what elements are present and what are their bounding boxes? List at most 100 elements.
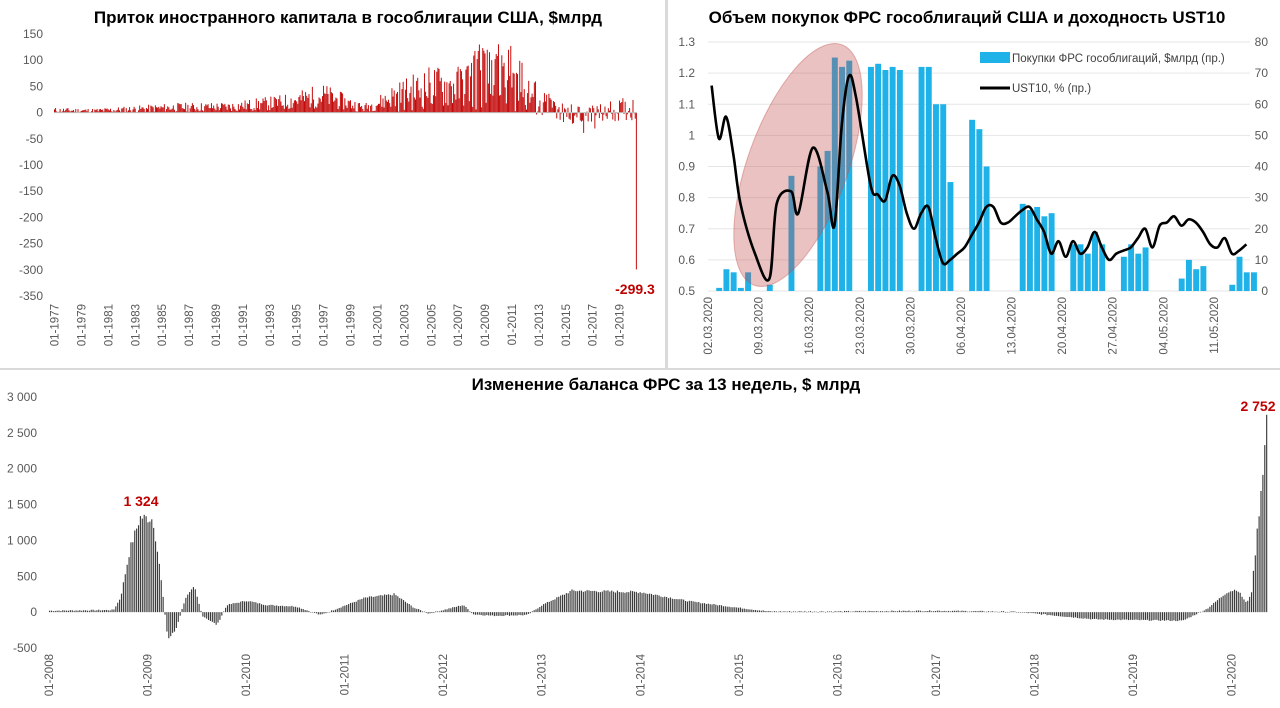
purchase-bar	[730, 272, 737, 291]
inflows-y-tick: -50	[26, 132, 44, 146]
inflow-bar	[480, 70, 481, 113]
balance-bar	[1105, 612, 1107, 620]
inflow-bar	[497, 44, 499, 113]
inflow-bar	[621, 101, 623, 113]
balance-bar	[760, 610, 762, 613]
balance-bar	[567, 593, 569, 613]
inflow-bar	[602, 112, 604, 121]
balance-bar	[279, 605, 282, 613]
inflow-bar	[210, 103, 212, 113]
balance-bar	[211, 612, 213, 622]
inflow-bar	[586, 111, 588, 113]
balance-bar	[919, 610, 921, 613]
balance-bar	[196, 596, 198, 613]
inflow-bar	[125, 108, 127, 113]
inflow-bar	[458, 98, 460, 113]
balance-bar	[1260, 490, 1262, 613]
inflow-bar	[187, 104, 189, 113]
balance-bar	[753, 609, 755, 613]
balance-bar	[878, 611, 880, 613]
inflow-bar	[504, 87, 506, 113]
inflow-bar	[450, 86, 452, 113]
inflow-bar	[148, 104, 150, 113]
balance-bar	[378, 595, 380, 613]
inflow-bar	[463, 105, 465, 113]
balance-bar	[806, 611, 808, 613]
inflow-bar	[443, 105, 444, 113]
inflow-bar	[404, 89, 406, 113]
balance-bar	[565, 593, 567, 613]
inflow-bar	[307, 97, 309, 113]
balance-bar	[794, 611, 796, 613]
balance-bar	[346, 604, 348, 613]
inflow-bar	[203, 111, 205, 113]
balance-bar	[1003, 611, 1005, 613]
balance-bar	[1235, 590, 1237, 613]
balance-bar	[569, 590, 571, 613]
balance-bar	[1112, 612, 1114, 621]
balance-bar	[715, 604, 717, 613]
balance-bar	[384, 594, 386, 613]
inflows-x-tick: 01-1977	[50, 304, 62, 346]
inflow-bar	[514, 111, 516, 113]
balance-bar	[985, 611, 988, 613]
balance-bar	[1059, 612, 1061, 617]
inflow-bar	[546, 94, 548, 113]
inflow-bar	[605, 112, 607, 117]
inflow-bar	[160, 106, 162, 113]
inflow-bar	[582, 112, 584, 121]
balance-bar	[1021, 612, 1024, 613]
inflow-bar	[99, 109, 101, 113]
balance-bar	[847, 610, 849, 613]
inflow-bar	[297, 103, 299, 113]
balance-bar	[351, 602, 353, 613]
inflows-chart: Приток иностранного капитала в гособлига…	[19, 8, 655, 346]
inflow-bar	[501, 55, 503, 113]
balance-bar	[897, 611, 899, 613]
balance-bar	[554, 599, 556, 613]
inflow-bar	[198, 111, 200, 113]
inflow-bar	[351, 108, 353, 113]
balance-bar	[173, 612, 176, 632]
balance-bar	[732, 607, 734, 613]
balance-bar	[497, 612, 499, 616]
balance-bar	[870, 611, 872, 613]
inflow-bar	[397, 91, 399, 113]
balance-bar	[961, 610, 963, 613]
inflow-bar	[335, 97, 337, 113]
inflow-bar	[315, 106, 317, 113]
inflow-bar	[243, 108, 245, 113]
left-y-tick: 1.2	[678, 66, 695, 80]
inflow-bar	[321, 96, 323, 113]
inflow-bar	[283, 108, 285, 113]
balance-bar	[681, 599, 683, 613]
balance-bar	[743, 608, 745, 613]
balance-bar	[703, 603, 706, 613]
inflow-bar	[329, 87, 331, 113]
balance-bar	[1120, 612, 1122, 621]
balance-bar	[259, 603, 261, 613]
balance-bar	[809, 611, 812, 613]
inflow-bar	[604, 106, 606, 113]
balance-bar	[1001, 611, 1003, 613]
balance-bar	[881, 611, 883, 613]
inflow-bar	[428, 67, 430, 113]
balance-bar	[1107, 612, 1109, 620]
balance-bar	[137, 525, 140, 613]
balance-bar	[52, 611, 54, 613]
balance-bar	[348, 604, 350, 613]
purchase-bar	[889, 66, 896, 292]
left-y-tick: 1.1	[678, 97, 695, 111]
inflow-bar	[358, 102, 360, 113]
inflow-bar	[345, 105, 347, 113]
balance-bar	[561, 594, 564, 613]
inflow-bar	[274, 97, 276, 113]
balance-bar	[594, 590, 596, 613]
balance-bar	[804, 611, 806, 613]
right-y-tick: 50	[1255, 128, 1269, 142]
inflow-bar	[631, 112, 633, 121]
purchase-bar	[1229, 284, 1236, 291]
inflow-bar	[565, 109, 567, 113]
balance-bar	[505, 612, 507, 616]
inflow-bar	[411, 110, 413, 113]
